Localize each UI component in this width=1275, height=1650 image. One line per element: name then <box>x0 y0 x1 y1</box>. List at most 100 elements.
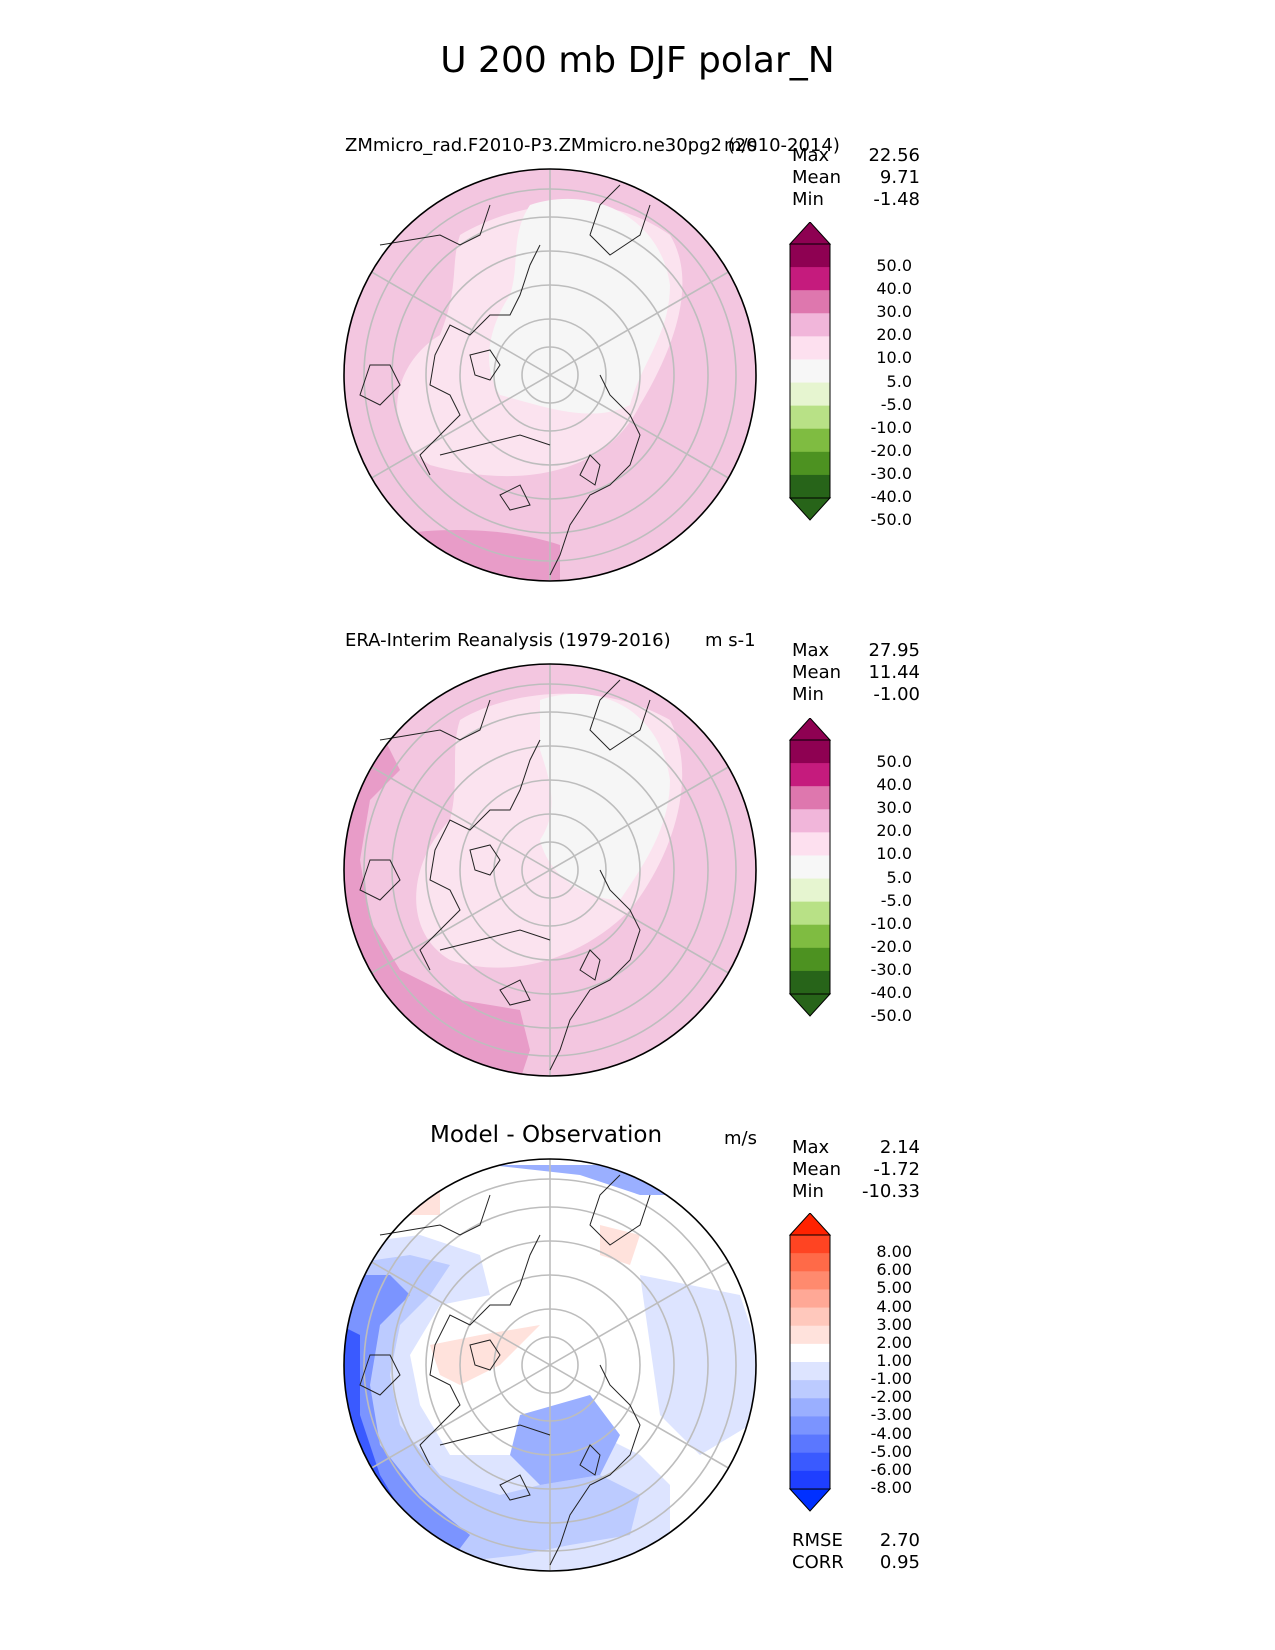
colorbar-segment <box>790 336 830 360</box>
colorbar-segment <box>790 267 830 291</box>
field-negative-mid <box>510 1395 620 1485</box>
colorbar-tick-label: -4.00 <box>870 1423 912 1443</box>
colorbar-segment <box>790 359 830 384</box>
panel2-colorbar <box>788 718 832 1017</box>
colorbar-segment <box>790 405 830 430</box>
coastlines <box>359 184 651 576</box>
colorbar-segment <box>790 786 830 810</box>
colorbar-tick-label: -3.00 <box>870 1405 912 1425</box>
panel3-title: Model - Observation <box>430 1122 663 1148</box>
panel3-colorbar <box>788 1213 832 1512</box>
stat-label: Min <box>792 684 824 705</box>
colorbar-tick-label: 40.0 <box>876 775 912 795</box>
colorbar-tick-label: 4.00 <box>876 1296 912 1316</box>
colorbar-frame <box>789 243 831 499</box>
colorbar-tick-label: 5.0 <box>886 867 912 887</box>
colorbar-segment <box>790 244 830 268</box>
panel2-stats: Max 27.95 Mean 11.44 Min -1.00 <box>792 640 920 706</box>
stat-label: RMSE <box>792 1530 843 1551</box>
colorbar-tick-label: 3.00 <box>876 1314 912 1334</box>
colorbar-tick-label: 20.0 <box>876 325 912 345</box>
colorbar-segment <box>790 878 830 903</box>
colorbar-extend-bottom <box>788 1488 832 1512</box>
map-boundary <box>343 168 757 582</box>
panel3-stats: Max 2.14 Mean -1.72 Min -10.33 <box>792 1137 920 1203</box>
colorbar-tick-label: 5.00 <box>876 1278 912 1298</box>
colorbar-tick-label: -5.0 <box>880 394 912 414</box>
colorbar-tick-label: -50.0 <box>870 1006 912 1026</box>
stat-label: Max <box>792 145 830 166</box>
panel3-extra-stats: RMSE 2.70 CORR 0.95 <box>792 1530 920 1574</box>
colorbar-segment <box>790 1362 830 1381</box>
colorbar-segment <box>790 1380 830 1399</box>
colorbar-tick-label: -40.0 <box>870 983 912 1002</box>
colorbar-tick-label: -5.00 <box>870 1441 912 1461</box>
map-boundary <box>343 663 757 1077</box>
stat-label: Max <box>792 640 830 661</box>
colorbar-segment <box>790 855 830 880</box>
stat-label: Min <box>792 189 824 210</box>
panel3-units: m/s <box>724 1128 757 1149</box>
stat-value: 27.95 <box>868 640 920 661</box>
panel1-units: m/s <box>724 135 757 156</box>
colorbar-segment <box>790 901 830 926</box>
stat-label: Mean <box>792 662 842 683</box>
colorbar-tick-label: 40.0 <box>876 279 912 299</box>
colorbar-segment <box>790 1271 830 1290</box>
colorbar-tick-label: 50.0 <box>876 752 912 772</box>
colorbar-segment <box>790 1325 830 1345</box>
stat-label: CORR <box>792 1552 844 1573</box>
colorbar-tick-label: -10.0 <box>870 913 912 933</box>
colorbar-tick-label: 30.0 <box>876 302 912 322</box>
stat-value: 0.95 <box>879 1552 920 1573</box>
colorbar-segment <box>790 947 830 972</box>
colorbar-tick-label: -40.0 <box>870 487 912 506</box>
colorbar-segment <box>790 1434 830 1454</box>
stat-label: Mean <box>792 167 842 188</box>
panel1-colorbar <box>788 222 832 521</box>
stat-value: -1.48 <box>873 189 920 210</box>
colorbar-tick-label: -30.0 <box>870 463 912 483</box>
colorbar-segment <box>790 1235 830 1254</box>
stat-value: -1.00 <box>873 684 920 705</box>
colorbar-segment <box>790 1398 830 1417</box>
colorbar-tick-label: 50.0 <box>876 256 912 276</box>
colorbar-segment <box>790 382 830 407</box>
colorbar-segment <box>790 924 830 949</box>
stat-value: -10.33 <box>861 1181 920 1202</box>
panel1-stats: Max 22.56 Mean 9.71 Min -1.48 <box>792 145 920 211</box>
colorbar-tick-label: 30.0 <box>876 798 912 818</box>
stat-value: 2.14 <box>879 1137 920 1158</box>
colorbar-segment <box>790 451 830 476</box>
colorbar-segment <box>790 832 830 856</box>
colorbar-segment <box>790 474 830 499</box>
colorbar-frame <box>789 739 831 995</box>
coastlines <box>359 679 651 1071</box>
colorbar-tick-label: -2.00 <box>870 1387 912 1407</box>
stat-label: Max <box>792 1137 830 1158</box>
colorbar-segment <box>790 1416 830 1436</box>
figure-title: U 200 mb DJF polar_N <box>440 40 835 81</box>
colorbar-tick-label: 2.00 <box>876 1332 912 1352</box>
panel1-polar-map <box>343 168 757 582</box>
stat-value: 22.56 <box>868 145 920 166</box>
field-jet-region <box>344 720 530 1076</box>
stat-value: 11.44 <box>868 662 920 683</box>
colorbar-extend-top <box>788 1213 832 1236</box>
colorbar-segment <box>790 1253 830 1272</box>
colorbar-segment <box>790 428 830 453</box>
colorbar-frame <box>789 1234 831 1490</box>
colorbar-segment <box>790 740 830 764</box>
colorbar-tick-label: -30.0 <box>870 959 912 979</box>
panel3-polar-map <box>343 1158 757 1572</box>
colorbar-tick-label: -5.0 <box>880 890 912 910</box>
colorbar-tick-label: -20.0 <box>870 440 912 460</box>
stat-value: 2.70 <box>879 1530 920 1551</box>
field-positive-light <box>430 1325 540 1385</box>
colorbar-segment <box>790 1289 830 1309</box>
colorbar-extend-top <box>788 222 832 245</box>
colorbar-tick-label: -8.00 <box>870 1478 912 1497</box>
field-positive-light <box>600 1225 640 1265</box>
colorbar-segment <box>790 1343 830 1363</box>
colorbar-tick-label: 6.00 <box>876 1260 912 1280</box>
